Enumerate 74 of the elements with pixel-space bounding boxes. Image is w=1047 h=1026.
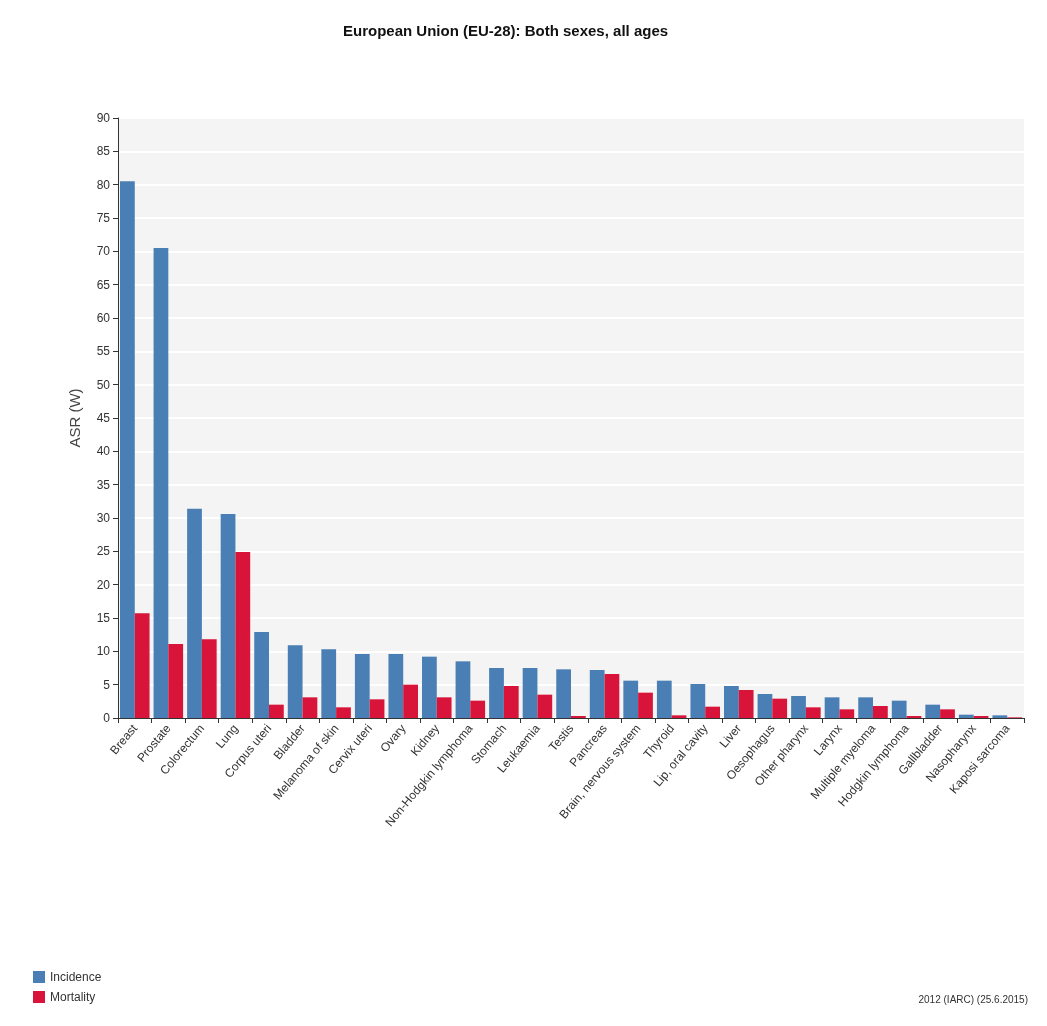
bar [422,656,437,718]
y-tick-label: 70 [96,244,111,259]
text: 2012 (IARC) (25.6.2015) [918,993,1029,1005]
bar [839,709,855,718]
y-tick-label: 35 [96,477,111,492]
bar [503,686,519,718]
y-tick-label: 25 [96,544,111,559]
bar [522,668,538,718]
bar [336,707,351,718]
bar [671,715,687,718]
bar [153,248,169,718]
bar [623,680,639,718]
bar [269,704,284,718]
bar [925,704,941,718]
bar [403,684,418,718]
bar [254,632,269,718]
bar [757,694,773,718]
y-tick-label: 15 [96,611,111,625]
y-tick-label: 45 [96,411,111,425]
bar [302,697,318,718]
bar [891,700,907,718]
bar [489,668,504,718]
bar [201,639,217,718]
bar [134,613,150,718]
bar [388,654,404,718]
y-tick-label: 10 [96,644,111,659]
y-tick-label: 60 [96,311,111,325]
bar [187,508,202,718]
bar [556,669,571,718]
bar [958,714,974,718]
legend-label: Incidence [50,970,102,984]
bar [354,654,370,718]
bar [120,181,135,718]
bar [940,709,955,718]
bar [369,699,385,718]
y-tick-label: 40 [96,444,111,459]
bar [738,690,754,718]
bar [220,514,236,718]
y-tick-label: 85 [96,144,111,159]
y-tick-label: 80 [96,177,111,192]
y-tick-label: 30 [96,511,111,525]
y-tick-label: 90 [96,111,111,125]
y-tick-label: 0 [103,711,111,725]
bar [724,686,739,718]
bar [992,715,1008,718]
y-axis-title: ASR (W) [66,388,83,448]
bar [321,649,337,718]
y-tick-label: 50 [96,377,111,392]
bar [436,697,452,718]
bar [470,700,486,718]
y-tick-label: 55 [96,344,111,359]
chart-title: European Union (EU-28): Both sexes, all ages [343,22,669,39]
y-tick-label: 20 [96,577,111,592]
bar [287,645,303,718]
bar [873,706,888,718]
bar [589,670,605,718]
y-tick-label: 5 [103,677,111,692]
bar [824,697,840,718]
bar [805,707,821,718]
y-tick-label: 65 [96,277,111,292]
bar [690,684,706,718]
bar [705,706,720,718]
bar [537,694,553,718]
bar [604,674,620,718]
bar [455,661,471,718]
bar [791,696,806,718]
bar [656,680,672,718]
bar [772,698,788,718]
legend-label: Mortality [50,990,96,1004]
bar [858,697,873,718]
bar [235,552,251,718]
bar [638,692,653,718]
y-tick-label: 75 [96,211,111,225]
bar [168,644,184,718]
